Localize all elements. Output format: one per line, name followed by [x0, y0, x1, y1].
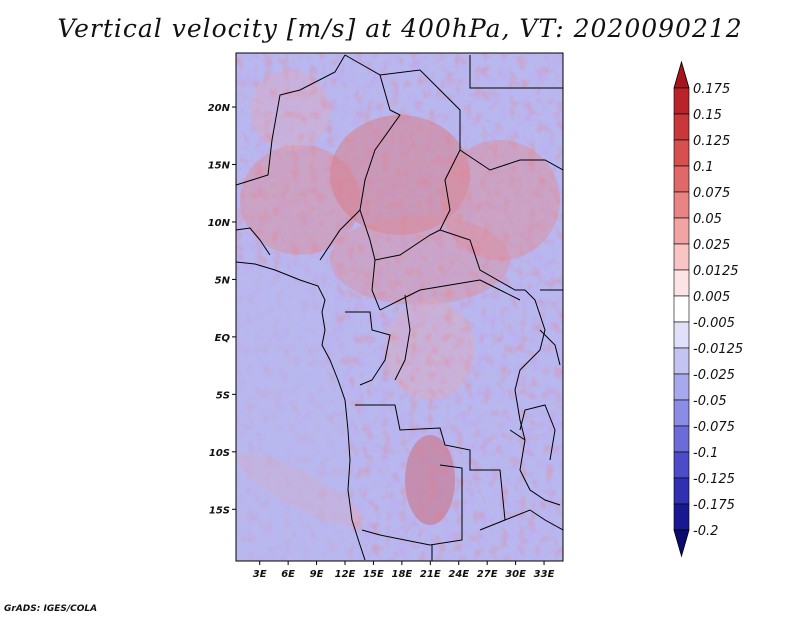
lat-label: 20N [208, 103, 231, 114]
colorbar-swatch [673, 425, 690, 453]
colorbar-swatch [673, 87, 690, 115]
colorbar-swatch [673, 321, 690, 349]
colorbar-swatch [673, 139, 690, 167]
map-frame [235, 52, 564, 562]
longitude-axis: 3E 6E 9E 12E 15E 18E 21E 24E 27E 30E 33E [253, 561, 555, 580]
colorbar-label: 0.0125 [693, 264, 739, 279]
chart-title: Vertical velocity [m/s] at 400hPa, VT: 2… [57, 14, 743, 43]
colorbar-label: 0.1 [693, 160, 714, 175]
colorbar-label: -0.005 [693, 316, 735, 331]
latitude-axis: 20N 15N 10N 5N EQ 5S 10S 15S [208, 103, 236, 516]
lon-label: 21E [420, 569, 441, 580]
lon-label: 18E [391, 569, 412, 580]
colorbar-swatch [673, 399, 690, 427]
colorbar-swatch [673, 165, 690, 193]
coastlines-borders [236, 54, 563, 561]
lon-label: 15E [363, 569, 384, 580]
lat-label: 5S [216, 390, 230, 401]
colorbar-label: -0.125 [693, 472, 735, 487]
colorbar-label: -0.075 [693, 420, 735, 435]
colorbar-swatch [673, 477, 690, 505]
colorbar-label: 0.125 [693, 134, 730, 149]
colorbar-label: 0.175 [693, 82, 730, 97]
lon-label: 24E [448, 569, 469, 580]
lon-label: 12E [335, 569, 356, 580]
lon-label: 30E [505, 569, 526, 580]
lat-label: 5N [215, 275, 231, 286]
colorbar-label: -0.175 [693, 498, 735, 513]
colorbar-swatch [673, 529, 690, 558]
lon-label: 3E [253, 569, 267, 580]
lat-label: 10S [209, 448, 230, 459]
colorbar-label: -0.1 [693, 446, 718, 461]
colorbar-label: -0.025 [693, 368, 735, 383]
colorbar-label: 0.005 [693, 290, 730, 305]
lon-label: 6E [281, 569, 295, 580]
lat-label: 15N [208, 160, 231, 171]
colorbar-swatch [673, 269, 690, 297]
colorbar-swatch [673, 503, 690, 531]
colorbar-label: -0.2 [693, 524, 718, 539]
colorbar-swatch [673, 243, 690, 271]
colorbar-swatch [673, 217, 690, 245]
ocean-region [236, 268, 350, 560]
lon-label: 27E [477, 569, 498, 580]
colorbar-swatch [673, 113, 690, 141]
colorbar-swatch [673, 347, 690, 375]
lat-label: 10N [208, 218, 231, 229]
grads-credit: GrADS: IGES/COLA [4, 604, 98, 614]
colorbar-label: -0.05 [693, 394, 727, 409]
colorbar: 0.175 0.15 0.125 0.1 0.075 0.05 0.025 0.0125 0.0… [673, 60, 743, 558]
colorbar-label: 0.05 [693, 212, 722, 227]
lon-label: 33E [534, 569, 555, 580]
lat-label: 15S [209, 505, 230, 516]
lon-label: 9E [310, 569, 324, 580]
colorbar-swatch [673, 191, 690, 219]
colorbar-swatch [673, 60, 690, 89]
colorbar-label: 0.075 [693, 186, 730, 201]
colorbar-label: -0.0125 [693, 342, 743, 357]
colorbar-label: 0.15 [693, 108, 722, 123]
velocity-field [236, 53, 563, 561]
colorbar-swatch [673, 295, 690, 323]
colorbar-swatch [673, 451, 690, 479]
colorbar-swatch [673, 373, 690, 401]
lat-label: EQ [215, 333, 231, 344]
colorbar-label: 0.025 [693, 238, 730, 253]
